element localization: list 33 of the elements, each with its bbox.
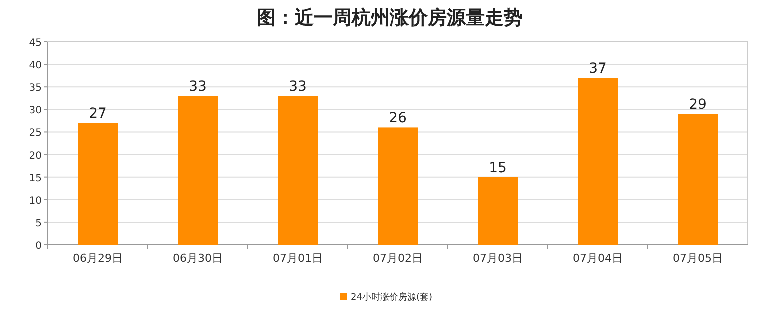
y-tick-label: 30 (29, 106, 42, 117)
bar (678, 114, 718, 245)
y-tick-label: 45 (29, 38, 42, 49)
y-tick-label: 15 (29, 173, 42, 184)
x-tick-label: 06月29日 (73, 252, 123, 265)
bar (178, 96, 218, 245)
chart-title: 图：近一周杭州涨价房源量走势 (257, 7, 523, 29)
data-label: 33 (189, 79, 207, 96)
bar (578, 78, 618, 245)
x-tick-label: 07月04日 (573, 252, 623, 265)
data-label: 29 (689, 97, 707, 114)
y-tick-label: 35 (29, 83, 42, 94)
y-tick-label: 20 (29, 150, 42, 162)
bar (78, 123, 118, 245)
x-tick-label: 07月03日 (473, 252, 523, 265)
data-label: 37 (589, 61, 607, 78)
x-tick-label: 07月05日 (673, 252, 723, 265)
x-tick-label: 07月02日 (373, 252, 423, 265)
bar (478, 177, 518, 245)
x-tick-label: 06月30日 (173, 252, 223, 265)
y-tick-label: 5 (36, 218, 42, 230)
y-tick-label: 25 (29, 128, 42, 140)
y-tick-label: 10 (29, 196, 42, 207)
y-tick-label: 40 (29, 60, 42, 72)
data-label: 33 (289, 79, 307, 96)
y-tick-label: 0 (36, 241, 42, 252)
data-label: 15 (489, 160, 507, 176)
data-label: 27 (89, 106, 107, 122)
legend-label: 24小时涨价房源(套) (351, 292, 432, 303)
bar (278, 96, 318, 245)
x-tick-label: 07月01日 (273, 252, 323, 265)
data-label: 26 (389, 110, 407, 127)
bar (378, 128, 418, 245)
